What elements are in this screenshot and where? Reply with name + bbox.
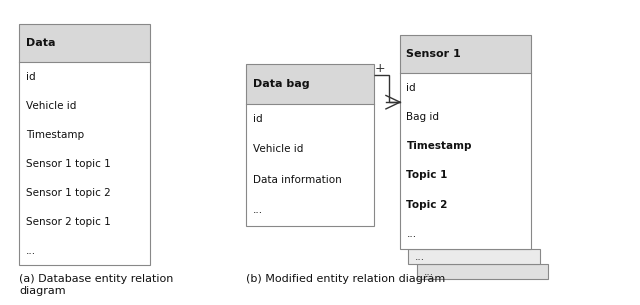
Bar [400, 35, 531, 249]
Bar [19, 24, 150, 62]
Text: Sensor 2 topic 1: Sensor 2 topic 1 [26, 217, 110, 227]
Text: ...: ... [406, 229, 417, 239]
Text: +: + [374, 62, 385, 75]
Text: ...: ... [424, 267, 434, 277]
Text: ...: ... [26, 246, 36, 256]
Bar [400, 35, 531, 249]
Bar [19, 24, 150, 265]
Text: id: id [26, 72, 35, 82]
Text: Sensor 1 topic 2: Sensor 1 topic 2 [26, 188, 110, 198]
Text: id: id [406, 83, 416, 93]
Text: Data: Data [26, 38, 55, 48]
Text: id: id [253, 114, 262, 124]
Bar [246, 64, 374, 226]
Text: Topic 2: Topic 2 [406, 200, 448, 210]
Text: Data bag: Data bag [253, 79, 309, 89]
Text: ...: ... [415, 252, 425, 261]
Bar [408, 249, 540, 264]
Text: ...: ... [253, 206, 263, 215]
Text: Topic 1: Topic 1 [406, 170, 448, 181]
Text: Timestamp: Timestamp [26, 130, 84, 140]
Bar [246, 64, 374, 104]
Bar [400, 35, 531, 73]
Text: Sensor 1: Sensor 1 [406, 49, 461, 59]
Bar [417, 264, 548, 279]
Text: (a) Database entity relation
diagram: (a) Database entity relation diagram [19, 274, 173, 296]
Text: Sensor 1 topic 1: Sensor 1 topic 1 [26, 159, 110, 169]
Text: Bag id: Bag id [406, 112, 440, 122]
Text: Vehicle id: Vehicle id [253, 145, 303, 154]
Text: Timestamp: Timestamp [406, 141, 472, 151]
Text: Vehicle id: Vehicle id [26, 101, 76, 111]
Bar [246, 64, 374, 226]
Bar [19, 24, 150, 265]
Text: Data information: Data information [253, 175, 342, 185]
Text: (b) Modified entity relation diagram: (b) Modified entity relation diagram [246, 274, 445, 285]
